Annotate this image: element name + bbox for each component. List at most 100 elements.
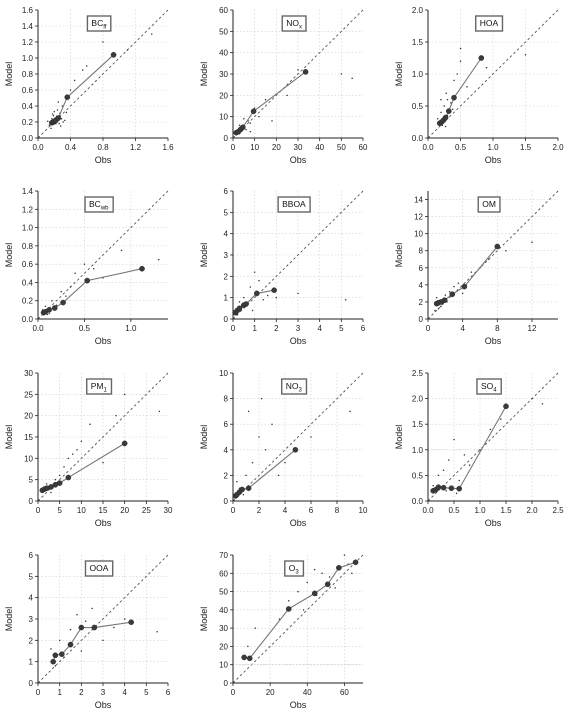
binned-mean-point xyxy=(64,94,71,100)
binned-mean-point xyxy=(246,655,253,662)
x-tick-label: 20 xyxy=(266,688,275,697)
one-to-one-line xyxy=(232,554,364,684)
y-tick-label: 5 xyxy=(29,572,34,581)
y-tick-label: 1 xyxy=(29,658,34,667)
binned-mean-point xyxy=(336,564,342,571)
y-tick-label: 0.0 xyxy=(412,497,424,506)
title-box xyxy=(477,196,501,213)
binned-mean-point xyxy=(435,484,442,490)
binned-mean-point xyxy=(84,277,91,284)
binned-mean-point xyxy=(292,447,299,453)
scatter-point xyxy=(48,124,51,126)
y-tick-label: 50 xyxy=(219,588,228,597)
title-subscript: 4 xyxy=(493,388,497,394)
scatter-point xyxy=(51,299,53,302)
binned-mean-point xyxy=(121,440,128,447)
binned-mean-point xyxy=(254,290,260,297)
x-tick-label: 10 xyxy=(250,143,259,152)
scatter-point xyxy=(456,73,458,75)
scatter-point xyxy=(442,469,445,472)
chart-svg: 0 20 40 60 0 10 20 30 40 50 60 70 Obs Model O3 xyxy=(199,551,364,710)
y-tick-label: 25 xyxy=(24,390,33,399)
y-tick-label: 30 xyxy=(24,369,33,378)
scatter-point xyxy=(457,282,460,284)
scatter-point xyxy=(50,127,52,130)
binned-mean-point xyxy=(441,297,448,304)
x-tick-label: 0.8 xyxy=(97,143,109,152)
scatter-point xyxy=(60,125,62,127)
scatter-point xyxy=(453,79,455,82)
x-tick-label: 0.5 xyxy=(79,324,91,333)
y-tick-label: 2 xyxy=(224,471,229,480)
x-axis-label: Obs xyxy=(95,336,112,346)
scatter-point xyxy=(242,493,245,496)
x-tick-label: 2 xyxy=(274,324,279,333)
title-box xyxy=(476,378,502,395)
chart-title: OM xyxy=(477,196,501,213)
y-axis-label: Model xyxy=(394,62,404,87)
binned-mean-point xyxy=(110,52,117,58)
chart-title: NO3 xyxy=(281,378,308,395)
one-to-one-line xyxy=(427,190,559,320)
scatter-point xyxy=(505,249,507,252)
x-tick-label: 2.5 xyxy=(552,506,564,515)
x-axis-label: Obs xyxy=(290,336,307,346)
scatter-point xyxy=(113,626,115,629)
one-to-one-line xyxy=(427,9,559,139)
scatter-point xyxy=(251,461,254,464)
title-main: O xyxy=(289,563,296,573)
scatter-point xyxy=(440,305,442,307)
binned-mean-point xyxy=(285,606,292,612)
binned-mean-point xyxy=(503,403,509,410)
title-box xyxy=(284,560,305,577)
x-axis-label: Obs xyxy=(95,700,112,710)
binned-mean-point xyxy=(78,624,85,631)
scatter-point xyxy=(448,290,451,293)
binned-mean-point xyxy=(271,287,277,293)
y-tick-label: 1.2 xyxy=(22,205,34,214)
scatter-point xyxy=(443,105,445,107)
scatter-point xyxy=(351,572,353,575)
chart-title-text: BBOA xyxy=(282,199,306,209)
scatter-point xyxy=(435,296,438,299)
binned-mean-point xyxy=(494,243,501,250)
scatter-point xyxy=(60,290,62,293)
scatter-point xyxy=(340,73,343,75)
y-tick-label: 0.5 xyxy=(412,471,424,480)
binned-mean-point xyxy=(128,619,134,625)
title-main: NO xyxy=(286,381,299,391)
scatter-point xyxy=(266,294,269,297)
binned-mean-point xyxy=(51,305,58,311)
y-tick-label: 0.6 xyxy=(22,260,34,269)
title-main: SO xyxy=(481,381,494,391)
y-axis-label: Model xyxy=(394,243,404,268)
scatter-point xyxy=(69,286,72,288)
chart-svg: 0 2 4 6 8 10 0 2 4 6 8 10 Obs Model NO3 xyxy=(199,369,368,528)
y-tick-label: 0.0 xyxy=(412,134,424,143)
y-tick-label: 0.0 xyxy=(22,315,34,324)
x-tick-label: 6 xyxy=(309,506,314,515)
x-tick-label: 1.0 xyxy=(487,143,499,152)
chart-title-text: OOA xyxy=(89,563,108,573)
scatter-point xyxy=(54,478,57,481)
scatter-point xyxy=(54,665,57,667)
x-tick-label: 1.0 xyxy=(474,506,486,515)
scatter-point xyxy=(56,109,59,111)
y-tick-label: 0 xyxy=(224,315,229,324)
scatter-point xyxy=(262,299,265,301)
y-tick-label: 2.0 xyxy=(412,395,424,404)
binned-mean-point xyxy=(236,305,243,312)
x-tick-label: 6 xyxy=(166,688,171,697)
binned-mean-line xyxy=(51,54,114,124)
y-tick-label: 4 xyxy=(29,594,34,603)
scatter-point xyxy=(63,466,65,468)
y-tick-label: 50 xyxy=(219,27,228,36)
x-tick-label: 5 xyxy=(339,324,344,333)
scatter-point xyxy=(271,423,273,425)
y-tick-label: 12 xyxy=(414,213,423,222)
scatter-point xyxy=(302,609,305,611)
binned-mean-line xyxy=(43,268,143,314)
title-main: OM xyxy=(482,199,496,209)
title-box xyxy=(84,196,114,213)
scatter-point xyxy=(156,631,158,633)
